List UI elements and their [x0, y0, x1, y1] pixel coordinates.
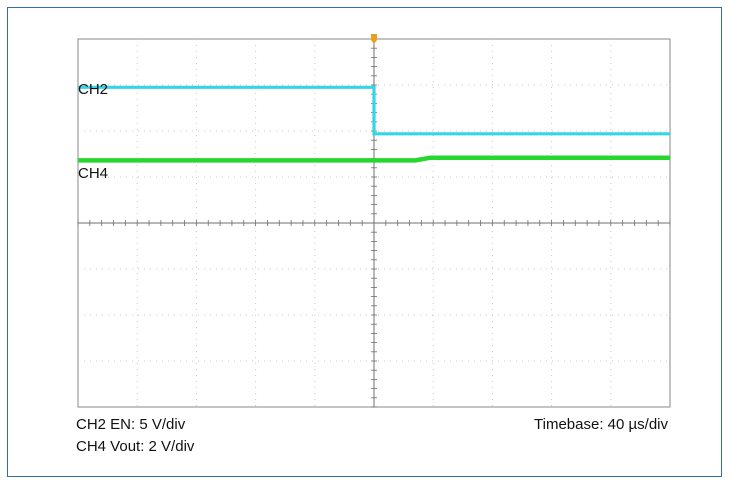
timebase-caption: Timebase: 40 µs/div	[534, 416, 668, 433]
trigger-marker-icon	[371, 34, 377, 44]
scope-grid	[77, 38, 671, 408]
ch4-scale-caption: CH4 Vout: 2 V/div	[76, 438, 195, 455]
trace-ch4	[78, 155, 670, 163]
oscilloscope-screen: CH2 CH4	[77, 34, 671, 408]
trace-ch2	[78, 85, 670, 136]
figure-frame: CH2 CH4 CH2 EN: 5 V/div CH4 Vout: 2 V/di…	[7, 7, 722, 477]
ch4-label: CH4	[78, 165, 108, 182]
ch2-scale-caption: CH2 EN: 5 V/div	[76, 416, 186, 433]
scope-traces	[78, 85, 670, 163]
ch2-label: CH2	[78, 81, 108, 98]
